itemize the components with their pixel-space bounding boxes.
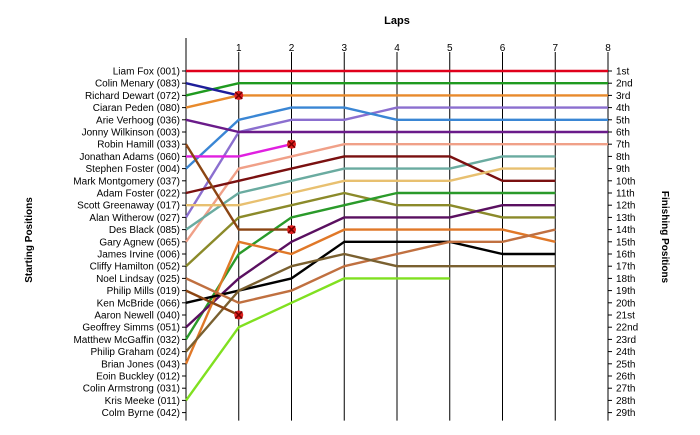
starting-position-label: Colin Armstrong (031) xyxy=(83,384,180,395)
starting-position-label: Philip Mills (019) xyxy=(107,286,180,297)
lap-tick-label: 3 xyxy=(341,43,347,54)
finishing-position-label: 8th xyxy=(616,152,630,163)
finishing-position-label: 6th xyxy=(616,128,630,139)
lap-tick-label: 7 xyxy=(552,43,558,54)
lap-tick-label: 8 xyxy=(605,43,611,54)
retirement-markers xyxy=(234,90,296,320)
series-line xyxy=(185,240,556,304)
series-lines xyxy=(184,69,608,402)
finishing-position-label: 24th xyxy=(616,347,635,358)
starting-position-label: Ken McBride (066) xyxy=(97,298,180,309)
finishing-position-label: 14th xyxy=(616,225,635,236)
starting-position-label: Gary Agnew (065) xyxy=(99,237,180,248)
series-line xyxy=(185,252,556,353)
starting-position-label: Kris Meeke (011) xyxy=(105,396,180,407)
y-axis-label-left: Starting Positions xyxy=(24,197,35,283)
finishing-position-label: 5th xyxy=(616,115,630,126)
finishing-position-label: 20th xyxy=(616,298,635,309)
finishing-position-label: 28th xyxy=(616,396,635,407)
lap-tick-label: 1 xyxy=(236,43,242,54)
series-line xyxy=(185,82,240,97)
y-axis-label-right: Finishing Positions xyxy=(659,191,670,284)
lap-tick-label: 4 xyxy=(394,43,400,54)
series-line xyxy=(185,155,556,195)
lap-tick-label: 5 xyxy=(447,43,453,54)
series-line xyxy=(185,106,608,170)
starting-position-label: Alan Witherow (027) xyxy=(89,213,180,224)
starting-position-label: Geoffrey Simms (051) xyxy=(82,323,180,334)
starting-position-label: Jonny Wilkinson (003) xyxy=(82,128,180,139)
series-line xyxy=(185,142,608,243)
retired-marker-icon xyxy=(234,310,244,320)
finishing-position-label: 23rd xyxy=(616,335,636,346)
finishing-position-label: 4th xyxy=(616,103,630,114)
starting-position-label: Matthew McGaffin (032) xyxy=(73,335,180,346)
finishing-position-label: 22nd xyxy=(616,323,638,334)
starting-position-label: Brian Jones (043) xyxy=(101,359,180,370)
starting-position-label: Scott Greenaway (017) xyxy=(77,201,180,212)
finishing-position-label: 29th xyxy=(616,408,635,419)
retired-marker-icon xyxy=(287,139,296,149)
finishing-position-label: 3rd xyxy=(616,91,630,102)
starting-position-label: Noel Lindsay (025) xyxy=(96,274,180,285)
finishing-position-label: 21st xyxy=(616,311,635,322)
series-line xyxy=(184,106,608,219)
series-line xyxy=(185,81,608,97)
finishing-position-label: 17th xyxy=(616,262,635,273)
starting-position-label: Des Black (085) xyxy=(109,225,180,236)
finishing-position-label: 18th xyxy=(616,274,635,285)
x-axis-label: Laps xyxy=(384,15,410,27)
series-line xyxy=(185,203,556,329)
series-line xyxy=(185,277,450,402)
starting-position-label: Colm Byrne (042) xyxy=(102,408,180,419)
starting-position-label: Ciaran Peden (080) xyxy=(93,103,180,114)
finishing-position-label: 26th xyxy=(616,372,635,383)
finishing-position-label: 27th xyxy=(616,384,635,395)
starting-position-label: Philip Graham (024) xyxy=(91,347,180,358)
retired-marker-icon xyxy=(234,90,244,100)
finishing-position-label: 12th xyxy=(616,201,635,212)
grid-lines xyxy=(182,38,612,421)
starting-position-label: James Irvine (006) xyxy=(97,250,180,261)
starting-position-label: Adam Foster (022) xyxy=(97,189,180,200)
starting-position-label: Cliffy Hamilton (052) xyxy=(90,262,180,273)
series-line xyxy=(186,143,292,158)
starting-position-label: Mark Montgomery (037) xyxy=(73,176,180,187)
lap-tick-label: 2 xyxy=(289,43,295,54)
starting-position-label: Jonathan Adams (060) xyxy=(79,152,180,163)
series-line xyxy=(185,289,240,317)
series-line xyxy=(186,167,556,207)
series-line xyxy=(185,155,556,231)
starting-position-label: Richard Dewart (072) xyxy=(85,91,180,102)
starting-position-label: Eoin Buckley (012) xyxy=(96,372,180,383)
finishing-position-label: 9th xyxy=(616,164,630,175)
series-line xyxy=(184,143,292,231)
finishing-position-label: 13th xyxy=(616,213,635,224)
finishing-position-label: 1st xyxy=(616,67,630,78)
finishing-position-label: 11th xyxy=(616,189,635,200)
series-line xyxy=(184,191,556,341)
series-line xyxy=(185,118,608,134)
series-line xyxy=(185,94,608,109)
axes: Laps Starting Positions Finishing Positi… xyxy=(24,15,670,284)
starting-position-label: Robin Hamill (033) xyxy=(97,140,180,151)
starting-position-label: Liam Fox (001) xyxy=(113,67,180,78)
series-line xyxy=(184,228,556,365)
finishing-position-label: 16th xyxy=(616,250,635,261)
starting-position-label: Colin Menary (083) xyxy=(95,79,180,90)
tick-labels: 1 2 3 4 5 6 7 8 Liam Fox (001)Colin Menary (083)… xyxy=(73,43,638,419)
finishing-position-label: 19th xyxy=(616,286,635,297)
starting-position-label: Aaron Newell (040) xyxy=(94,311,180,322)
finishing-position-label: 10th xyxy=(616,176,635,187)
retired-marker-icon xyxy=(287,225,296,235)
lap-tick-label: 6 xyxy=(500,43,506,54)
finishing-position-label: 7th xyxy=(616,140,630,151)
finishing-position-label: 25th xyxy=(616,359,635,370)
finishing-position-label: 15th xyxy=(616,237,635,248)
finishing-position-label: 2nd xyxy=(616,79,633,90)
starting-position-label: Arie Verhoog (036) xyxy=(96,115,180,126)
starting-position-label: Stephen Foster (004) xyxy=(86,164,181,175)
